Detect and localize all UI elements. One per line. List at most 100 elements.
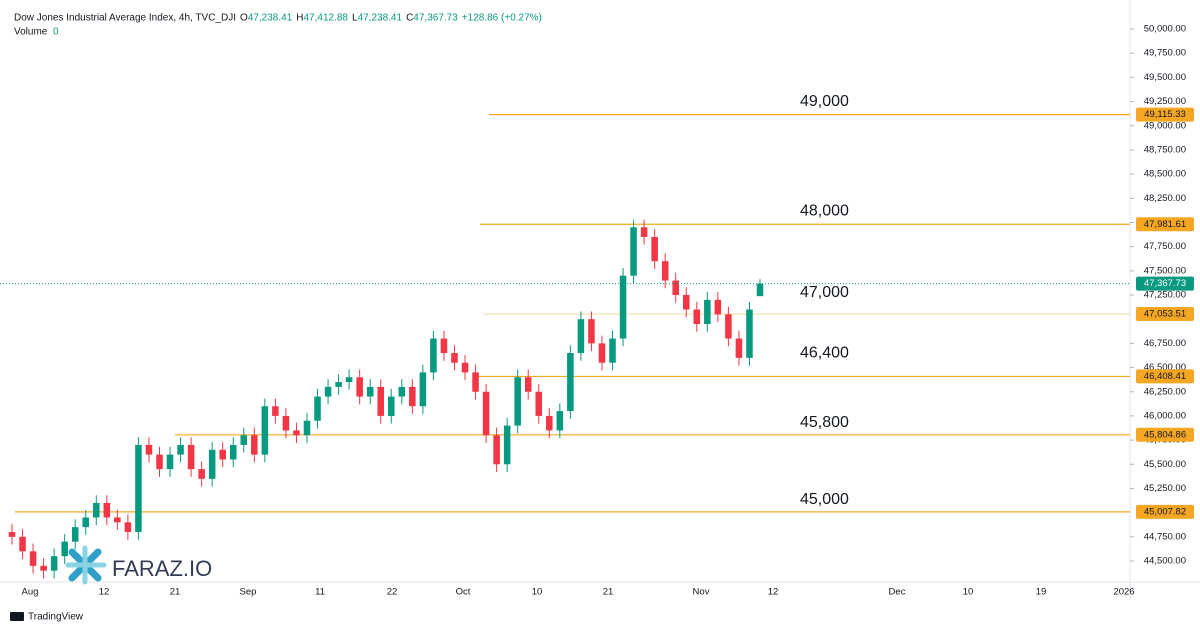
level-note: 49,000	[800, 93, 849, 110]
y-tick-label: 50,000.00	[1144, 24, 1186, 35]
candle-body	[366, 386, 374, 397]
candle-body	[388, 396, 395, 416]
y-tick-label: 45,250.00	[1144, 483, 1186, 494]
candle-body	[324, 386, 332, 397]
candle-body	[282, 415, 290, 431]
candle-body	[746, 309, 753, 358]
level-note: 46,400	[800, 345, 849, 362]
legend-h-label: H	[296, 13, 303, 24]
watermark-logo: FARAZ.IO	[65, 545, 212, 585]
candle-body	[503, 425, 511, 465]
legend-symbol: Dow Jones Industrial Average Index, 4h, …	[14, 13, 236, 24]
x-tick-label: 19	[1036, 587, 1047, 598]
level-price-box	[1136, 307, 1194, 322]
candle-body	[661, 261, 669, 281]
candle-body	[651, 236, 658, 262]
candle-body	[261, 406, 269, 455]
legend-l: 47,238.41	[358, 13, 403, 24]
candle-body	[50, 556, 58, 571]
candle-body	[314, 396, 321, 421]
legend-c: 47,367.73	[413, 13, 458, 24]
candle-body	[251, 435, 258, 455]
x-tick-label: 11	[315, 587, 325, 598]
legend-o: 47,238.41	[248, 13, 293, 24]
candle-body	[546, 415, 553, 431]
candle-body	[335, 382, 342, 387]
x-tick-label: 22	[387, 587, 398, 598]
candle-body	[229, 444, 237, 460]
y-tick-label: 46,000.00	[1144, 410, 1186, 421]
candle-body	[630, 227, 637, 276]
legend-o-label: O	[240, 13, 248, 24]
candle-body	[609, 338, 616, 363]
level-price-box	[1136, 217, 1194, 232]
level-note: 45,800	[800, 414, 849, 431]
level-note: 45,000	[800, 491, 849, 508]
candle-body	[198, 469, 205, 479]
legend-change: +128.86 (+0.27%)	[462, 13, 542, 24]
last-price-label: 47,367.73	[1144, 278, 1186, 289]
legend-volume: 0	[53, 27, 59, 38]
y-tick-label: 44,500.00	[1144, 556, 1186, 567]
x-tick-label: 21	[603, 587, 614, 598]
candle-body	[682, 295, 690, 310]
plot-area: 50,000.00 49,750.00 49,500.00 49,250.00 49,0…	[0, 24, 1194, 598]
candle-body	[524, 377, 532, 392]
level-price-label: 46,408.41	[1144, 371, 1186, 382]
candle-body	[598, 343, 606, 363]
x-tick-label: Dec	[889, 587, 906, 598]
candle-body	[272, 406, 279, 416]
level-price-label: 45,007.82	[1144, 506, 1186, 517]
candle-body	[166, 454, 174, 470]
level-price-box	[1136, 504, 1194, 519]
watermark: FARAZ.IO	[112, 556, 212, 581]
y-tick-label: 49,750.00	[1144, 48, 1186, 59]
candle-body	[103, 502, 111, 518]
x-tick-label: 10	[532, 587, 543, 598]
candle-body	[303, 420, 311, 436]
y-tick-label: 47,750.00	[1144, 241, 1186, 252]
tradingview-brand: TradingView	[10, 612, 84, 623]
candle-body	[672, 280, 679, 296]
level-price-box	[1136, 427, 1194, 442]
legend-h: 47,412.88	[304, 13, 349, 24]
level-price-label: 47,053.51	[1144, 309, 1186, 320]
level-note: 48,000	[800, 202, 849, 219]
candle-body	[29, 551, 37, 566]
candle-body	[482, 391, 490, 436]
candle-body	[493, 435, 500, 465]
candle-body	[345, 377, 353, 383]
x-tick-label: Aug	[22, 587, 39, 598]
candle-body	[219, 449, 226, 460]
level-note: 47,000	[800, 284, 849, 301]
x-tick-label: 12	[768, 587, 779, 598]
y-tick-label: 46,500.00	[1144, 362, 1186, 373]
candle-body	[514, 377, 521, 426]
candle-body	[208, 449, 216, 479]
x-tick-label: Nov	[693, 587, 710, 598]
candle-body	[735, 338, 743, 358]
candle-body	[135, 444, 142, 532]
candle-body	[61, 541, 68, 557]
candle-body	[567, 353, 574, 412]
y-tick-label: 49,250.00	[1144, 96, 1186, 107]
x-tick-label: 10	[963, 587, 974, 598]
candle-body	[356, 377, 363, 397]
candle-body	[577, 319, 585, 354]
candle-body	[124, 522, 132, 532]
candle-body	[187, 444, 195, 470]
level-price-label: 47,981.61	[1144, 219, 1186, 230]
y-tick-label: 49,500.00	[1144, 72, 1186, 83]
last-price-box	[1136, 276, 1194, 291]
candle-body	[419, 372, 427, 407]
candle-body	[556, 411, 564, 431]
y-tick-label: 49,000.00	[1144, 120, 1186, 131]
candle-body	[8, 531, 16, 537]
candle-body	[82, 517, 90, 528]
candle-body	[451, 353, 458, 363]
candle-body	[177, 444, 184, 455]
y-tick-label: 46,750.00	[1144, 338, 1186, 349]
candle-body	[240, 435, 248, 445]
